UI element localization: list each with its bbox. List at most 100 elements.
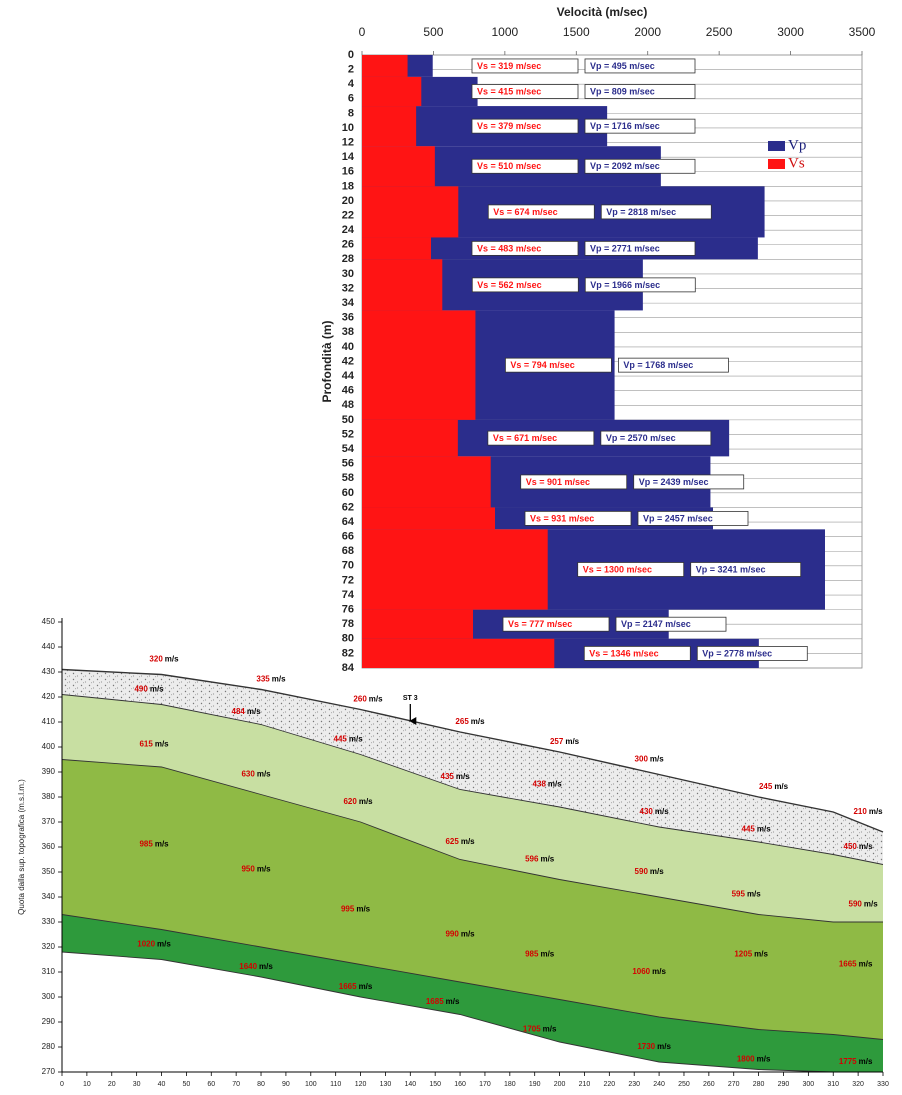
x-tick-label: 110 xyxy=(330,1081,341,1088)
layer-boundary xyxy=(61,759,883,923)
velocity-label: 435 m/s xyxy=(441,772,471,781)
y-tick-label: 76 xyxy=(342,604,354,616)
x-tick-label: 30 xyxy=(133,1081,141,1088)
y-tick-label: 68 xyxy=(342,545,354,557)
value-label-box xyxy=(637,510,749,526)
x-tick-label: 290 xyxy=(778,1081,790,1088)
value-label-box xyxy=(471,84,579,99)
x-tick-label: 130 xyxy=(380,1081,392,1088)
velocity-label: 257 m/s xyxy=(550,737,580,746)
bar xyxy=(362,76,422,107)
velocity-unit: m/s xyxy=(774,782,788,791)
velocity-value: 484 xyxy=(232,707,246,716)
y-tick-label: 56 xyxy=(342,458,354,470)
y-tick-label: 10 xyxy=(342,122,354,134)
y-tick-label: 410 xyxy=(42,717,56,726)
velocity-value: 595 xyxy=(732,890,746,899)
value-label-box xyxy=(502,616,610,632)
velocity-unit: m/s xyxy=(565,737,579,746)
x-tick-label: 210 xyxy=(579,1081,591,1088)
x-tick-label: 0 xyxy=(60,1081,64,1088)
x-tick-label: 2000 xyxy=(634,25,661,39)
y-axis-title: Profondità (m) xyxy=(320,321,334,403)
y-tick-label: 18 xyxy=(342,180,354,192)
velocity-unit: m/s xyxy=(757,825,771,834)
x-tick-label: 220 xyxy=(603,1081,615,1088)
y-tick-label: 72 xyxy=(342,574,354,586)
legend-label: Vs xyxy=(788,155,805,171)
velocity-value: 995 xyxy=(341,905,355,914)
x-tick-label: 10 xyxy=(83,1081,91,1088)
velocity-value: 615 xyxy=(139,740,153,749)
x-tick-label: 90 xyxy=(282,1081,290,1088)
y-tick-label: 450 xyxy=(42,617,56,626)
velocity-value: 985 xyxy=(525,950,539,959)
y-tick-label: 84 xyxy=(342,662,355,674)
value-label-box xyxy=(487,204,595,220)
velocity-label: 1800 m/s xyxy=(737,1055,771,1064)
velocity-value: 445 xyxy=(742,825,756,834)
value-label: Vs = 483 m/sec xyxy=(477,243,541,253)
layer-boundary xyxy=(61,694,884,865)
velocity-unit: m/s xyxy=(757,1055,771,1064)
y-tick-label: 420 xyxy=(42,692,56,701)
x-tick-label: 140 xyxy=(404,1081,416,1088)
bar xyxy=(362,186,459,238)
bar xyxy=(362,259,443,311)
y-tick-label: 6 xyxy=(348,93,354,105)
x-tick-label: 310 xyxy=(827,1081,839,1088)
y-tick-label: 400 xyxy=(42,742,56,751)
value-label: Vs = 379 m/sec xyxy=(477,121,541,131)
velocity-unit: m/s xyxy=(650,755,664,764)
velocity-value: 210 xyxy=(853,807,867,816)
x-tick-label: 120 xyxy=(355,1081,367,1088)
velocity-value: 450 xyxy=(844,842,858,851)
velocity-unit: m/s xyxy=(369,695,383,704)
bar xyxy=(362,55,408,77)
velocity-value: 320 xyxy=(149,655,163,664)
x-tick-label: 2500 xyxy=(706,25,733,39)
y-tick-label: 38 xyxy=(342,326,354,338)
x-tick-label: 1500 xyxy=(563,25,590,39)
velocity-unit: m/s xyxy=(349,735,363,744)
x-tick-label: 60 xyxy=(207,1081,215,1088)
value-label: Vp = 2147 m/sec xyxy=(621,619,691,629)
x-tick-label: 160 xyxy=(454,1081,466,1088)
y-tick-label: 60 xyxy=(342,487,354,499)
velocity-unit: m/s xyxy=(356,905,370,914)
velocity-value: 445 xyxy=(334,735,348,744)
value-label-box xyxy=(583,646,691,661)
velocity-unit: m/s xyxy=(456,772,470,781)
velocity-label: 990 m/s xyxy=(445,930,475,939)
value-label: Vs = 415 m/sec xyxy=(477,86,541,96)
y-tick-label: 36 xyxy=(342,312,354,324)
velocity-unit: m/s xyxy=(471,717,485,726)
velocity-value: 990 xyxy=(445,930,459,939)
value-label: Vs = 510 m/sec xyxy=(477,161,541,171)
velocity-value: 1020 xyxy=(137,940,155,949)
velocity-label: 490 m/s xyxy=(134,685,164,694)
velocity-value: 1640 xyxy=(239,962,257,971)
velocity-label: 1020 m/s xyxy=(137,940,171,949)
value-label-box xyxy=(471,158,579,174)
velocity-label: 995 m/s xyxy=(341,905,371,914)
velocity-label: 1640 m/s xyxy=(239,962,273,971)
bar xyxy=(362,106,417,147)
velocity-value: 1665 xyxy=(839,960,857,969)
velocity-label: 245 m/s xyxy=(759,782,789,791)
velocity-value: 257 xyxy=(550,737,564,746)
y-tick-label: 34 xyxy=(342,297,355,309)
y-tick-label: 78 xyxy=(342,618,354,630)
velocity-unit: m/s xyxy=(548,780,562,789)
velocity-unit: m/s xyxy=(754,950,768,959)
y-tick-label: 30 xyxy=(342,268,354,280)
value-label-box xyxy=(577,562,685,577)
y-tick-label: 40 xyxy=(342,341,354,353)
bar xyxy=(362,237,431,260)
x-tick-label: 20 xyxy=(108,1081,116,1088)
velocity-unit: m/s xyxy=(247,707,261,716)
section-chart: 2702802903003103203303403503603703803904… xyxy=(17,617,889,1088)
velocity-value: 435 xyxy=(441,772,455,781)
velocity-unit: m/s xyxy=(155,740,169,749)
value-label: Vs = 794 m/sec xyxy=(510,360,574,370)
